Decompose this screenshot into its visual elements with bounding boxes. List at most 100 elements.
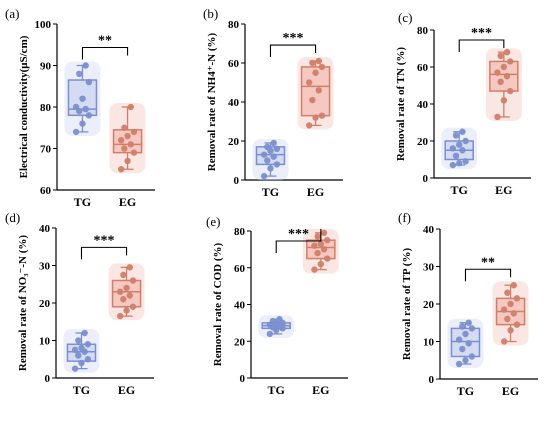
significance-bracket	[458, 39, 505, 52]
data-point	[305, 122, 313, 129]
data-point	[85, 78, 93, 86]
data-point	[276, 316, 283, 323]
significance-bracket	[464, 268, 512, 282]
x-tick-label: TG	[268, 383, 285, 397]
data-point	[318, 63, 326, 71]
box-TG	[64, 61, 101, 136]
data-point	[324, 236, 331, 244]
data-point	[121, 124, 128, 131]
box-TG	[63, 329, 100, 373]
y-tick-label: 100	[35, 19, 52, 31]
y-axis-label: Removal rate of COD (%)	[212, 242, 224, 366]
data-point	[266, 330, 274, 338]
box-TG	[447, 318, 484, 368]
data-point	[305, 79, 313, 86]
x-tick-label: EG	[312, 383, 329, 397]
y-tick-label: 30	[423, 262, 435, 274]
data-point	[507, 327, 514, 334]
data-point	[456, 141, 463, 148]
data-point	[320, 246, 328, 253]
y-axis-label: Removal rate of TP (%)	[401, 248, 413, 361]
data-point	[314, 249, 321, 257]
data-point	[507, 300, 514, 308]
data-point	[500, 63, 508, 71]
data-point	[309, 59, 316, 67]
data-point	[459, 147, 466, 154]
y-tick-label: 80	[234, 226, 246, 238]
y-tick-label: 60	[417, 62, 429, 74]
data-point	[315, 87, 322, 94]
data-point	[452, 152, 460, 159]
panel-d: (d) Removal rate of NO₃⁻-N (%) 0 10 20 30 40 TG…	[5, 210, 154, 397]
y-tick-label: 90	[40, 61, 52, 73]
data-point	[459, 128, 466, 135]
box-iqr	[111, 279, 142, 308]
significance-bracket	[80, 246, 128, 260]
significance-label: ***	[94, 233, 115, 248]
data-point	[267, 165, 274, 172]
significance-bracket	[81, 46, 129, 60]
panel-letter: (d)	[5, 210, 20, 225]
y-tick-label: 20	[234, 336, 246, 348]
data-point	[75, 337, 82, 344]
box-EG	[108, 263, 145, 321]
data-point	[500, 97, 508, 104]
panel-b: (b) Removal rate of NH4⁺-N (%) 0 20 40 60 80 TG…	[203, 6, 343, 199]
data-point	[503, 73, 511, 80]
data-point	[82, 62, 89, 69]
y-tick-label: 40	[234, 300, 246, 312]
y-tick-label: 10	[39, 336, 51, 348]
data-point	[459, 345, 466, 353]
significance-label: **	[481, 255, 495, 270]
box-EG	[485, 48, 522, 121]
panel-letter: (c)	[398, 10, 412, 25]
data-point	[264, 143, 271, 151]
y-tick-label: 0	[45, 373, 51, 385]
y-tick-label: 80	[228, 19, 240, 31]
y-tick-label: 0	[423, 173, 429, 185]
panel-letter: (b)	[203, 6, 218, 21]
data-point	[500, 338, 508, 345]
data-point	[264, 157, 271, 164]
data-point	[273, 161, 281, 168]
box-TG	[441, 127, 478, 170]
panel-letter: (f)	[398, 210, 411, 225]
data-point	[504, 315, 511, 323]
box-iqr	[112, 129, 143, 154]
x-tick-label: TG	[451, 183, 468, 197]
data-point	[120, 296, 127, 303]
x-tick-label: EG	[502, 384, 519, 398]
data-point	[117, 166, 125, 173]
box-EG	[109, 103, 146, 174]
y-tick-label: 0	[240, 373, 246, 385]
data-point	[510, 310, 517, 317]
data-point	[317, 240, 325, 248]
data-point	[127, 141, 134, 148]
data-point	[71, 365, 79, 372]
data-point	[273, 145, 281, 152]
data-point	[462, 330, 469, 338]
y-tick-label: 40	[423, 224, 435, 236]
x-tick-label: TG	[74, 195, 91, 209]
data-point	[260, 151, 268, 158]
data-point	[126, 292, 133, 299]
panel-a: (a) Electrical conductivity(μS/cm) 60 70 80 9…	[5, 6, 155, 209]
x-tick-label: EG	[119, 195, 136, 209]
data-point	[72, 103, 80, 111]
y-tick-label: 20	[417, 136, 429, 148]
data-point	[462, 357, 469, 364]
data-point	[494, 69, 501, 76]
data-point	[78, 344, 85, 352]
x-tick-label: TG	[262, 185, 279, 199]
y-tick-label: 40	[39, 223, 51, 235]
significance-label: ***	[283, 31, 304, 46]
box-TG	[258, 315, 295, 338]
data-point	[312, 114, 319, 121]
data-point	[72, 128, 80, 136]
x-tick-label: TG	[73, 383, 90, 397]
y-tick-label: 60	[40, 185, 52, 197]
data-point	[84, 341, 92, 348]
significance-bracket	[269, 44, 317, 58]
panel-f: (f) Removal rate of TP (%) 0 10 20 30 40 TG EG **	[398, 210, 538, 398]
